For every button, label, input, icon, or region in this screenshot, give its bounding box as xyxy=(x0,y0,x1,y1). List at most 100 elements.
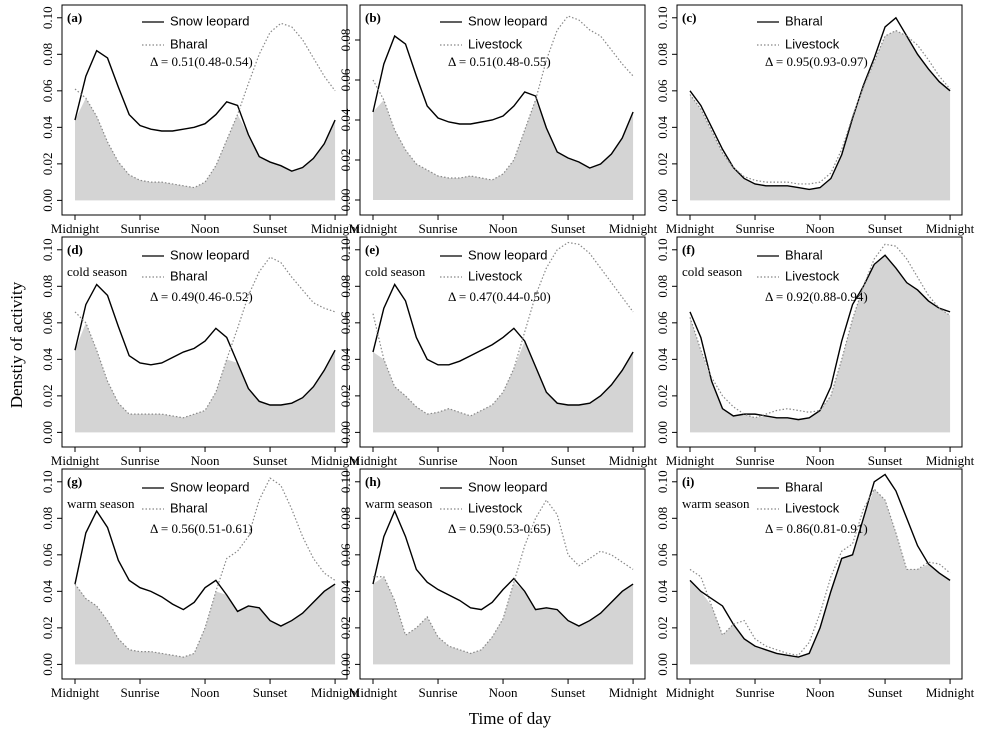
x-tick-label: Sunset xyxy=(253,453,288,468)
y-tick-label: 0.06 xyxy=(655,311,670,334)
y-tick-label: 0.08 xyxy=(40,43,55,66)
panel-label: (h) xyxy=(365,474,381,489)
panel: Midnight Sunrise Noon Sunset Midnight 0.00 0.0… xyxy=(40,4,360,236)
panel: Midnight Sunrise Noon Sunset Midnight 0.00 0.0… xyxy=(338,4,658,236)
y-tick-label: 0.02 xyxy=(655,616,670,639)
legend-label: Snow leopard xyxy=(170,247,250,262)
overlap-annotation: Δ = 0.49(0.46-0.52) xyxy=(150,289,253,304)
overlap-annotation: Δ = 0.59(0.53-0.65) xyxy=(448,521,551,536)
density-line xyxy=(689,29,951,185)
y-tick-label: 0.08 xyxy=(40,507,55,530)
legend-label: Snow leopard xyxy=(468,13,548,28)
season-label: cold season xyxy=(682,264,743,279)
x-tick-label: Midnight xyxy=(51,221,100,236)
overlap-area xyxy=(690,30,951,201)
x-tick-label: Midnight xyxy=(51,453,100,468)
x-tick-label: Noon xyxy=(489,221,518,236)
density-line xyxy=(689,488,951,656)
density-line xyxy=(689,254,951,421)
x-tick-label: Sunrise xyxy=(419,685,458,700)
x-tick-label: Sunset xyxy=(551,221,586,236)
y-tick-label: 0.08 xyxy=(655,43,670,66)
season-label: cold season xyxy=(67,264,128,279)
overlap-annotation: Δ = 0.92(0.88-0.94) xyxy=(765,289,868,304)
x-tick-label: Sunrise xyxy=(736,221,775,236)
y-tick-label: 0.02 xyxy=(338,616,353,639)
x-tick-label: Sunrise xyxy=(419,221,458,236)
x-tick-label: Midnight xyxy=(666,453,715,468)
plot-frame xyxy=(61,468,348,680)
overlap-area xyxy=(75,98,336,201)
panel-label: (a) xyxy=(67,10,82,25)
y-tick-label: 0.06 xyxy=(40,79,55,102)
overlap-area xyxy=(373,100,634,200)
x-tick-label: Midnight xyxy=(926,685,975,700)
y-tick-label: 0.04 xyxy=(338,108,353,131)
y-tick-label: 0.00 xyxy=(338,421,353,444)
y-tick-label: 0.10 xyxy=(655,6,670,29)
y-tick-label: 0.04 xyxy=(40,115,55,138)
x-tick-label: Sunset xyxy=(868,685,903,700)
density-line xyxy=(373,498,634,655)
overlap-area xyxy=(690,255,951,433)
y-tick-label: 0.06 xyxy=(655,79,670,102)
legend-label: Snow leopard xyxy=(170,13,250,28)
legend-label: Livestock xyxy=(785,268,840,283)
x-tick-label: Midnight xyxy=(51,685,100,700)
y-tick-label: 0.00 xyxy=(655,421,670,444)
x-tick-label: Midnight xyxy=(609,453,658,468)
y-tick-label: 0.00 xyxy=(40,653,55,676)
y-tick-label: 0.02 xyxy=(655,152,670,175)
panel: Midnight Sunrise Noon Sunset Midnight 0.00 0.0… xyxy=(338,468,658,700)
y-tick-label: 0.06 xyxy=(338,311,353,334)
y-tick-label: 0.10 xyxy=(40,238,55,261)
x-tick-label: Sunrise xyxy=(121,453,160,468)
panel: Midnight Sunrise Noon Sunset Midnight 0.00 0.0… xyxy=(40,236,360,468)
y-tick-label: 0.06 xyxy=(338,68,353,91)
y-tick-label: 0.10 xyxy=(40,6,55,29)
y-tick-label: 0.02 xyxy=(338,149,353,172)
x-tick-label: Sunrise xyxy=(121,685,160,700)
panel: Midnight Sunrise Noon Sunset Midnight 0.00 0.0… xyxy=(40,468,360,700)
y-tick-label: 0.00 xyxy=(40,421,55,444)
x-tick-label: Noon xyxy=(806,221,835,236)
x-tick-label: Midnight xyxy=(609,221,658,236)
x-axis-label: Time of day xyxy=(469,709,552,728)
plot-frame xyxy=(61,236,348,448)
x-tick-label: Midnight xyxy=(609,685,658,700)
y-tick-label: 0.08 xyxy=(655,507,670,530)
legend-label: Livestock xyxy=(785,500,840,515)
panel: Midnight Sunrise Noon Sunset Midnight 0.00 0.0… xyxy=(338,236,658,468)
panel-label: (f) xyxy=(682,242,695,257)
x-tick-label: Midnight xyxy=(926,221,975,236)
y-tick-label: 0.08 xyxy=(338,29,353,52)
panel: Midnight Sunrise Noon Sunset Midnight 0.00 0.0… xyxy=(655,468,975,700)
y-tick-label: 0.00 xyxy=(338,189,353,212)
season-label: warm season xyxy=(682,496,750,511)
x-tick-label: Midnight xyxy=(666,685,715,700)
density-line xyxy=(372,15,634,181)
y-tick-label: 0.04 xyxy=(40,347,55,370)
overlap-annotation: Δ = 0.47(0.44-0.50) xyxy=(448,289,551,304)
y-tick-label: 0.08 xyxy=(338,507,353,530)
density-line xyxy=(74,509,336,627)
plot-frame xyxy=(676,236,963,448)
y-tick-label: 0.08 xyxy=(40,275,55,298)
panel-label: (e) xyxy=(365,242,379,257)
y-tick-label: 0.04 xyxy=(338,579,353,602)
overlap-area xyxy=(75,584,336,665)
plot-frame xyxy=(676,468,963,680)
y-tick-label: 0.02 xyxy=(655,384,670,407)
panel: Midnight Sunrise Noon Sunset Midnight 0.00 0.0… xyxy=(655,236,975,468)
y-tick-label: 0.10 xyxy=(40,470,55,493)
y-tick-label: 0.06 xyxy=(338,543,353,566)
x-tick-label: Sunset xyxy=(868,221,903,236)
legend-label: Bharal xyxy=(170,36,208,51)
x-tick-label: Noon xyxy=(489,685,518,700)
y-tick-label: 0.10 xyxy=(655,238,670,261)
x-tick-label: Sunset xyxy=(253,685,288,700)
legend-label: Bharal xyxy=(785,479,823,494)
x-tick-label: Midnight xyxy=(349,685,398,700)
x-tick-label: Sunset xyxy=(551,685,586,700)
